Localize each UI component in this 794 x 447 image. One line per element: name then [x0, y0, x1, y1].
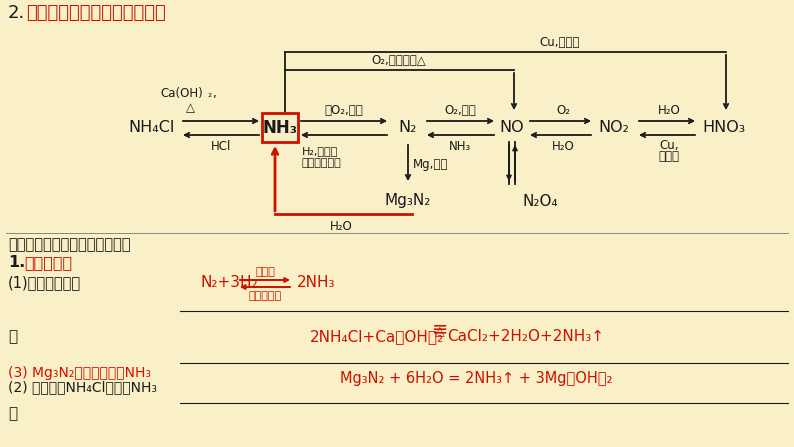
- Text: Mg,点燃: Mg,点燃: [413, 158, 449, 171]
- Text: O₂,放电: O₂,放电: [444, 104, 476, 117]
- Text: 制备氨气：: 制备氨气：: [24, 255, 72, 270]
- Text: ≡: ≡: [432, 320, 448, 338]
- Text: H₂O: H₂O: [330, 219, 353, 232]
- Text: Ca(OH): Ca(OH): [160, 88, 202, 101]
- Text: (3) Mg₃N₂与水反应产生NH₃: (3) Mg₃N₂与水反应产生NH₃: [8, 366, 151, 380]
- Text: O₂: O₂: [556, 104, 570, 117]
- Text: 纯O₂,点燃: 纯O₂,点燃: [325, 104, 364, 117]
- Text: 高压、催化剂: 高压、催化剂: [302, 158, 341, 168]
- Text: NO: NO: [499, 121, 524, 135]
- Text: (2) 实验室用NH₄Cl固体制NH₃: (2) 实验室用NH₄Cl固体制NH₃: [8, 380, 157, 394]
- Text: H₂O: H₂O: [552, 139, 574, 152]
- Text: 典型物质间转化方程式再落实。: 典型物质间转化方程式再落实。: [8, 237, 130, 252]
- Text: Cu,稀溶液: Cu,稀溶液: [540, 35, 580, 49]
- Text: NH₃: NH₃: [263, 119, 298, 137]
- FancyBboxPatch shape: [262, 113, 298, 142]
- Text: HNO₃: HNO₃: [703, 121, 746, 135]
- Text: 催化剂: 催化剂: [255, 267, 275, 277]
- Text: (1)工业合成氨：: (1)工业合成氨：: [8, 275, 81, 290]
- Text: 含氮元素物质之间的转化关系: 含氮元素物质之间的转化关系: [26, 4, 166, 22]
- Text: 1.: 1.: [8, 255, 25, 270]
- Text: △: △: [186, 101, 195, 114]
- Text: Mg₃N₂: Mg₃N₂: [385, 193, 431, 207]
- Text: 高温、高压: 高温、高压: [249, 291, 282, 301]
- Text: N₂: N₂: [399, 121, 417, 135]
- Text: H₂O: H₂O: [657, 104, 680, 117]
- Text: 2NH₃: 2NH₃: [297, 275, 336, 290]
- Text: CaCl₂+2H₂O+2NH₃↑: CaCl₂+2H₂O+2NH₃↑: [447, 329, 604, 344]
- Text: △: △: [435, 325, 445, 338]
- Text: ；: ；: [8, 329, 17, 344]
- Text: Cu,: Cu,: [659, 139, 679, 152]
- Text: 2.: 2.: [8, 4, 25, 22]
- Text: N₂+3H₂: N₂+3H₂: [200, 275, 257, 290]
- Text: ；: ；: [8, 406, 17, 421]
- Text: HCl: HCl: [211, 139, 231, 152]
- Text: ₂: ₂: [207, 89, 211, 99]
- Text: N₂O₄: N₂O₄: [522, 194, 558, 208]
- Text: 浓溶液: 浓溶液: [658, 151, 680, 164]
- Text: NH₄Cl: NH₄Cl: [129, 121, 175, 135]
- Text: 2NH₄Cl+Ca（OH）₂: 2NH₄Cl+Ca（OH）₂: [310, 329, 444, 344]
- Text: Mg₃N₂ + 6H₂O = 2NH₃↑ + 3Mg（OH）₂: Mg₃N₂ + 6H₂O = 2NH₃↑ + 3Mg（OH）₂: [340, 371, 612, 386]
- Text: H₂,高温、: H₂,高温、: [302, 146, 338, 156]
- Text: O₂,催化剂、△: O₂,催化剂、△: [372, 54, 426, 67]
- Text: NH₃: NH₃: [449, 139, 471, 152]
- Text: ,: ,: [212, 88, 216, 101]
- Text: NO₂: NO₂: [599, 121, 630, 135]
